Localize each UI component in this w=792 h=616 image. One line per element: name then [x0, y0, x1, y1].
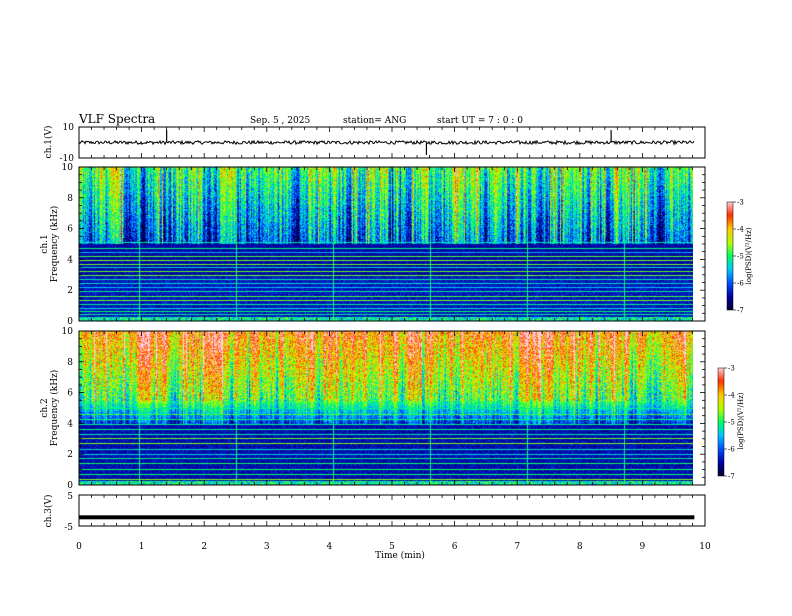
x-axis-label: Time (min) [375, 550, 425, 561]
ch3-waveform-panel: 5 -5 ch.3(V) [43, 492, 706, 533]
ch1-ylabel: ch.1(V) [43, 126, 54, 159]
ch1-colorbar-tick-label: -4 [737, 226, 744, 234]
ch1-colorbar [726, 201, 734, 311]
ch3-ytick-top: 5 [67, 492, 73, 502]
x-tick-label: 5 [389, 542, 395, 552]
ch1-spectrogram-ytick-label: 0 [67, 317, 73, 327]
ch3-ytick-bottom: -5 [64, 523, 73, 533]
ch2-colorbar-tick-label: -7 [728, 473, 735, 481]
date-label: Sep. 5 , 2025 [250, 116, 310, 126]
ch1-spectrogram-ytick-label: 10 [62, 163, 74, 173]
ch2-spectrogram-ytick-label: 0 [67, 481, 73, 491]
x-tick-label: 1 [139, 542, 145, 552]
start-time-label: start UT = 7 : 0 : 0 [437, 116, 523, 126]
ch1-waveform-panel: 10 -10 ch.1(V) [43, 123, 706, 164]
ch3-waveform-line [79, 515, 695, 520]
station-label: station= ANG [343, 116, 406, 126]
ch1-colorbar-tick-label: -5 [737, 253, 744, 261]
ch2-spectrogram-image-wrap [79, 331, 693, 485]
ch2-spectrogram-ytick-label: 4 [67, 419, 73, 429]
ch1-ytick-top: 10 [63, 123, 75, 133]
ch2-spectrogram-image [79, 331, 693, 485]
ch1-spectrogram-ylabel: ch.1 [40, 234, 50, 253]
ch1-spectrogram-ytick-label: 2 [67, 286, 73, 296]
ch2-colorbar [717, 367, 725, 477]
ch2-colorbar-tick-label: -4 [728, 392, 735, 400]
ch2-spectrogram-ytick-label: 8 [67, 358, 73, 368]
ch1-spectrogram-image [79, 167, 693, 321]
ch1-colorbar-tick-label: -7 [737, 307, 744, 315]
x-tick-label: 9 [640, 542, 646, 552]
x-tick-label: 7 [514, 542, 520, 552]
ch2-colorbar-tick-label: -3 [728, 365, 735, 373]
ch2-colorbar-tick-label: -6 [728, 446, 735, 454]
ch2-colorbar-label: log(PSD)(V²/Hz) [737, 392, 745, 449]
x-tick-label: 3 [264, 542, 270, 552]
ch1-ytick-bottom: -10 [60, 154, 75, 164]
x-tick-label: 8 [577, 542, 583, 552]
ch2-spectrogram-ytick-label: 6 [67, 389, 73, 399]
x-tick-label: 2 [201, 542, 207, 552]
ch2-spectrogram-ytick-label: 10 [62, 327, 74, 337]
ch1-colorbar-tick-label: -3 [737, 199, 744, 207]
ch2-spectrogram-ytick-label: 2 [67, 450, 73, 460]
x-tick-label: 6 [452, 542, 458, 552]
figure-title: VLF Spectra [78, 112, 155, 126]
x-tick-label: 10 [699, 542, 711, 552]
ch1-frequency-label: Frequency (kHz) [49, 206, 60, 283]
ch2-spectrogram-ylabel: ch.2 [40, 398, 50, 417]
ch1-spectrogram-image-wrap [79, 167, 693, 321]
ch3-waveform-frame [78, 494, 706, 527]
ch1-spectrogram-ytick-label: 4 [67, 255, 73, 265]
ch1-colorbar-label: log(PSD)(V²/Hz) [745, 227, 753, 284]
ch1-spectrogram-ytick-label: 6 [67, 225, 73, 235]
x-tick-label: 0 [76, 542, 82, 552]
x-tick-label: 4 [327, 542, 333, 552]
ch3-ylabel: ch.3(V) [43, 495, 54, 528]
ch1-waveform-line [78, 139, 695, 146]
ch2-frequency-label: Frequency (kHz) [49, 370, 60, 447]
ch1-spectrogram-ytick-label: 8 [67, 194, 73, 204]
ch1-colorbar-tick-label: -6 [737, 280, 744, 288]
ch2-colorbar-tick-label: -5 [728, 419, 735, 427]
